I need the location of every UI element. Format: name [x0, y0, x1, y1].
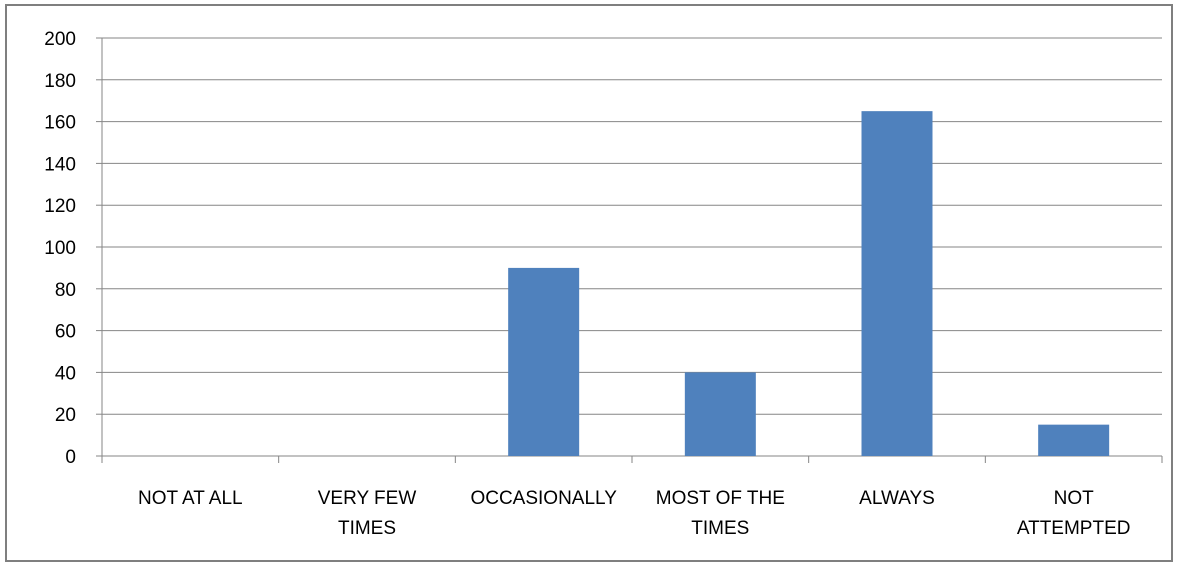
axes: [96, 37, 1163, 463]
y-tick-labels: 0 20 40 60 80 100 120 140 160 180 200: [44, 29, 76, 468]
y-tick-label: 180: [44, 71, 76, 92]
bars: [508, 111, 1110, 457]
x-tick-label: OCCASIONALLY: [470, 488, 617, 509]
y-tick-label: 120: [44, 196, 76, 217]
bar: [1038, 424, 1110, 456]
x-tick-label: NOT ATTEMPTED: [1017, 488, 1131, 539]
bar: [508, 267, 580, 456]
x-tick-label: NOT AT ALL: [138, 488, 243, 509]
y-tick-label: 100: [44, 238, 76, 259]
x-tick-label: ALWAYS: [859, 488, 935, 509]
bar: [861, 111, 933, 457]
x-tick-labels: NOT AT ALL VERY FEW TIMES OCCASIONALLY MOST …: [138, 488, 1130, 539]
y-tick-label: 60: [55, 322, 76, 343]
chart-frame: [5, 4, 1173, 562]
x-tick-label: MOST OF THE TIMES: [656, 488, 785, 539]
y-tick-label: 160: [44, 113, 76, 134]
y-tick-label: 200: [44, 29, 76, 50]
gridlines: [102, 37, 1162, 415]
y-tick-label: 40: [55, 363, 76, 384]
y-tick-label: 20: [55, 405, 76, 426]
bar: [684, 372, 756, 456]
y-tick-label: 80: [55, 280, 76, 301]
y-tick-label: 140: [44, 154, 76, 175]
y-tick-label: 0: [65, 447, 76, 468]
x-tick-label: VERY FEW TIMES: [318, 488, 417, 539]
